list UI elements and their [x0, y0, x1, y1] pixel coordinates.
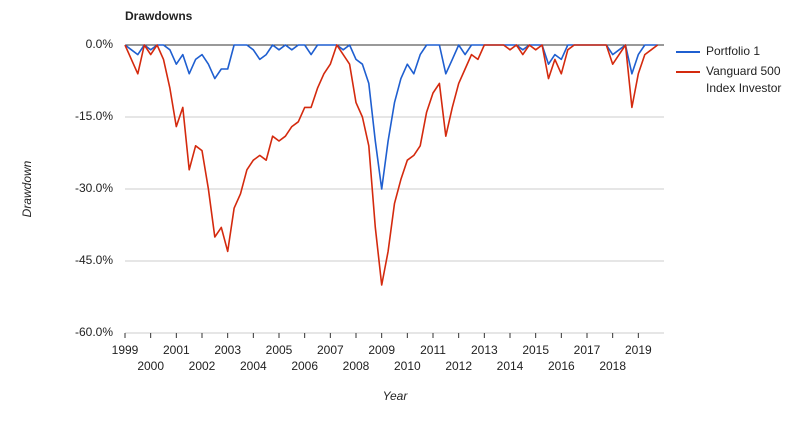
legend-label: Vanguard 500 Index Investor	[706, 64, 781, 95]
y-tick-label: -15.0%	[75, 109, 113, 123]
series-line	[124, 44, 659, 286]
x-tick-label: 2010	[394, 359, 421, 373]
x-tick-label: 2017	[574, 343, 601, 357]
chart-title: Drawdowns	[125, 9, 193, 23]
x-tick-label: 2006	[291, 359, 318, 373]
x-tick-label: 2001	[163, 343, 190, 357]
x-tick-label: 2003	[214, 343, 241, 357]
x-tick-label: 2000	[137, 359, 164, 373]
x-tick-label: 2007	[317, 343, 344, 357]
x-tick-label: 2012	[445, 359, 472, 373]
x-tick-label: 2014	[497, 359, 524, 373]
legend-label: Portfolio 1	[706, 44, 760, 58]
x-tick-label: 2009	[368, 343, 395, 357]
x-tick-label: 2008	[343, 359, 370, 373]
y-axis-title: Drawdown	[20, 160, 34, 217]
x-tick-label: 2005	[266, 343, 293, 357]
x-tick-label: 2004	[240, 359, 267, 373]
y-tick-label: -60.0%	[75, 325, 113, 339]
series-line	[124, 44, 658, 190]
y-tick-label: -45.0%	[75, 253, 113, 267]
x-tick-label: 2019	[625, 343, 652, 357]
y-tick-label: 0.0%	[86, 37, 114, 51]
x-tick-label: 2018	[599, 359, 626, 373]
x-tick-label: 2013	[471, 343, 498, 357]
x-tick-label: 2016	[548, 359, 575, 373]
x-tick-label: 1999	[112, 343, 139, 357]
x-tick-label: 2002	[189, 359, 216, 373]
y-tick-label: -30.0%	[75, 181, 113, 195]
x-axis-title: Year	[383, 389, 409, 403]
x-tick-label: 2015	[522, 343, 549, 357]
x-tick-label: 2011	[420, 343, 446, 357]
